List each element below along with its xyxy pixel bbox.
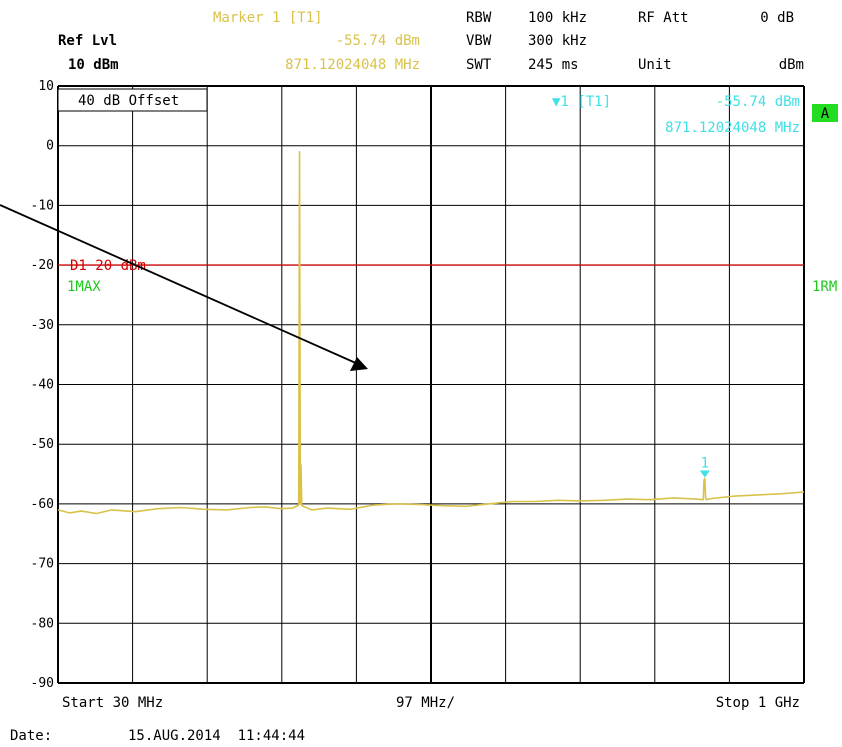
offset-box bbox=[57, 88, 208, 112]
y-tick-label: -40 bbox=[31, 378, 54, 393]
vbw-label: VBW bbox=[466, 33, 492, 49]
right-trace-label: 1RM bbox=[812, 279, 837, 295]
marker-1-triangle-icon bbox=[699, 470, 710, 478]
vbw-value: 300 kHz bbox=[528, 33, 587, 49]
trace-1max bbox=[57, 150, 805, 515]
y-tick-label: -80 bbox=[31, 616, 54, 631]
ref-level-value: 10 dBm bbox=[68, 57, 119, 73]
y-tick-label: -50 bbox=[31, 437, 54, 452]
start-frequency: Start 30 MHz bbox=[62, 695, 163, 711]
marker-title: Marker 1 [T1] bbox=[213, 10, 323, 26]
stop-frequency: Stop 1 GHz bbox=[716, 695, 800, 711]
marker-level: -55.74 dBm bbox=[336, 33, 420, 49]
y-tick-label: -70 bbox=[31, 557, 54, 572]
y-tick-label: -90 bbox=[31, 676, 54, 691]
marker-info-frequency: 871.12024048 MHz bbox=[665, 120, 800, 136]
y-tick-label: 10 bbox=[38, 79, 54, 94]
marker-info-level: -55.74 dBm bbox=[716, 94, 800, 110]
status-badge-bg bbox=[812, 104, 838, 122]
ref-level-label: Ref Lvl bbox=[58, 33, 117, 49]
marker-frequency: 871.12024048 MHz bbox=[285, 57, 420, 73]
y-tick-label: -20 bbox=[31, 258, 54, 273]
marker-info-label: ▼1 [T1] bbox=[552, 94, 611, 110]
rbw-label: RBW bbox=[466, 10, 492, 26]
plot-grid bbox=[57, 85, 805, 684]
trace-label: 1MAX bbox=[67, 279, 101, 295]
unit-value: dBm bbox=[779, 57, 804, 73]
date-value: 15.AUG.2014 11:44:44 bbox=[128, 728, 305, 744]
y-tick-label: -10 bbox=[31, 198, 54, 213]
offset-label: 40 dB Offset bbox=[78, 93, 179, 109]
y-axis-ticks: 10 0 -10 -20 -30 -40 -50 -60 -70 -80 -90 bbox=[31, 79, 54, 691]
annotation-arrow-line bbox=[0, 204, 359, 365]
unit-label: Unit bbox=[638, 57, 672, 73]
swt-label: SWT bbox=[466, 57, 492, 73]
date-label: Date: bbox=[10, 728, 52, 744]
status-badge: A bbox=[821, 106, 830, 122]
marker-1-number: 1 bbox=[701, 455, 709, 471]
swt-value: 245 ms bbox=[528, 57, 579, 73]
span-per-division: 97 MHz/ bbox=[396, 695, 455, 711]
y-tick-label: -60 bbox=[31, 497, 54, 512]
display-line-label: D1 20 dBm bbox=[70, 258, 146, 274]
annotation-arrowhead-icon bbox=[350, 357, 368, 371]
rbw-value: 100 kHz bbox=[528, 10, 587, 26]
y-tick-label: 0 bbox=[46, 139, 54, 154]
rf-att-label: RF Att bbox=[638, 10, 689, 26]
y-tick-label: -30 bbox=[31, 318, 54, 333]
rf-att-value: 0 dB bbox=[760, 10, 794, 26]
